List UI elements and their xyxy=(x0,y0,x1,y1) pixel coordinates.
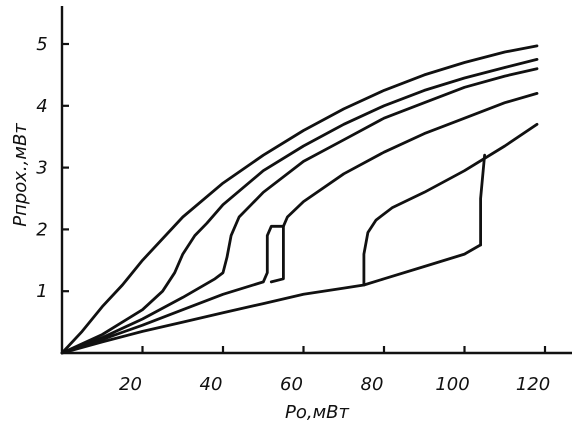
series-line-8 xyxy=(479,153,486,247)
x-tick-label: 40 xyxy=(200,374,223,395)
series-line-7 xyxy=(362,122,539,287)
series-line-6 xyxy=(60,243,482,355)
curves xyxy=(60,44,539,355)
series-line-3 xyxy=(60,67,539,355)
series-line-5 xyxy=(269,224,285,284)
y-axis-label: Рпрох.,мВт xyxy=(10,123,31,227)
x-tick-label: 20 xyxy=(119,374,142,395)
y-tick-label: 1 xyxy=(36,281,47,302)
y-tick-label: 5 xyxy=(36,34,47,55)
x-tick-label: 120 xyxy=(516,374,550,395)
x-tick-label: 80 xyxy=(361,374,384,395)
series-line-2 xyxy=(60,58,539,355)
series-line-4 xyxy=(60,92,539,355)
y-tick-label: 3 xyxy=(36,158,47,179)
y-tick-label: 2 xyxy=(36,219,47,240)
x-ticks: 20 40 60 80 100 120 xyxy=(119,346,550,395)
x-tick-label: 60 xyxy=(280,374,303,395)
y-tick-label: 4 xyxy=(36,96,47,117)
x-axis-label: Po,мВт xyxy=(285,402,350,423)
series-line-1 xyxy=(60,44,539,355)
x-tick-label: 100 xyxy=(435,374,469,395)
y-ticks: 1 2 3 4 5 xyxy=(36,34,69,302)
